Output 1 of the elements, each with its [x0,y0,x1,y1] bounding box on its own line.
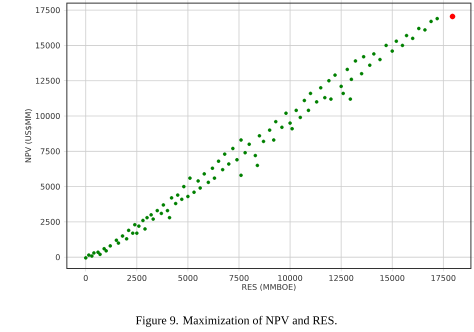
caption: Figure 9. Maximization of NPV and RES. [136,316,337,327]
